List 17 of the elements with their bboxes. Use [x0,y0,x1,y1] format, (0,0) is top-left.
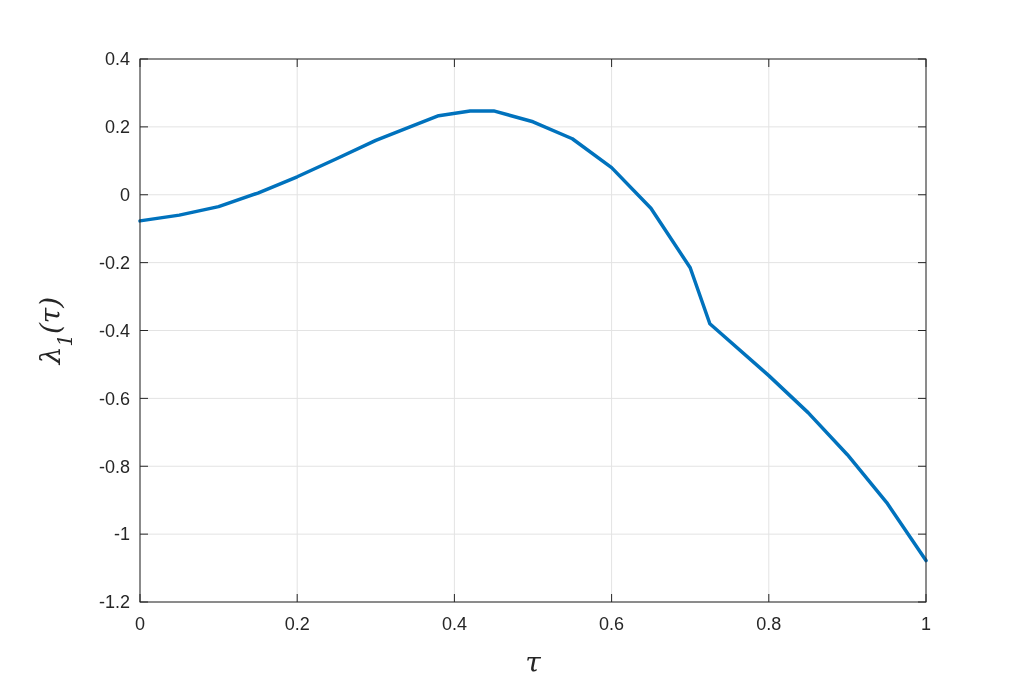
x-tick-label: 0 [134,614,146,634]
y-tick-label: -0.4 [98,320,130,341]
y-tick-label: -1 [113,524,130,545]
x-axis-title: τ [525,646,542,679]
y-tick-label: -0.8 [98,456,130,477]
y-tick-label: 0.4 [104,49,130,70]
x-tick-label: 0.8 [756,614,782,634]
y-tick-label: -1.2 [98,592,130,613]
x-tick-label: 0.2 [284,614,310,634]
line-series [138,109,928,563]
y-tick-label: 0.2 [104,117,130,138]
y-tick-label: -0.6 [98,388,130,409]
y-tick-label: -0.2 [98,252,130,273]
x-tick-label: 0.4 [441,614,467,634]
x-tick-label: 1 [920,614,932,634]
y-tick-label: 0 [119,185,130,206]
x-tick-label: 0.6 [599,614,625,634]
